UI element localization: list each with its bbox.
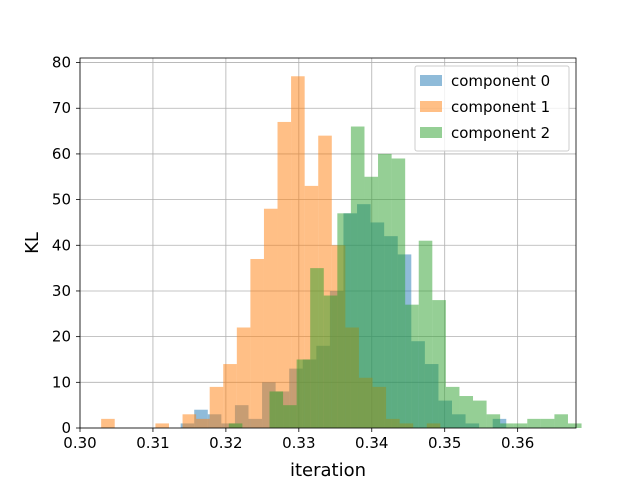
x-axis-ticks: 0.30 0.31 0.32 0.33 0.34 0.35 0.36 — [63, 428, 534, 452]
histogram-bar — [405, 304, 419, 428]
x-tick-label: 0.30 — [63, 434, 96, 452]
histogram-bar — [459, 396, 474, 428]
y-tick-label: 70 — [52, 99, 71, 117]
x-tick-label: 0.33 — [282, 434, 315, 452]
x-tick-label: 0.36 — [501, 434, 534, 452]
y-tick-label: 40 — [52, 236, 71, 254]
bars — [101, 76, 582, 429]
histogram-bar — [364, 176, 379, 428]
histogram-bar — [473, 400, 487, 428]
histogram-bar — [391, 158, 406, 428]
histogram-bar — [228, 423, 243, 428]
x-tick-label: 0.32 — [209, 434, 242, 452]
y-tick-label: 50 — [52, 191, 71, 209]
y-tick-label: 30 — [52, 282, 71, 300]
histogram-bar — [378, 153, 392, 429]
y-axis-label: KL — [22, 232, 43, 254]
histogram-bar — [486, 414, 501, 428]
histogram-bar — [350, 126, 365, 428]
x-tick-label: 0.34 — [355, 434, 388, 452]
histogram-bar — [291, 76, 305, 428]
legend-label: component 1 — [451, 98, 550, 116]
y-tick-label: 20 — [52, 328, 71, 346]
plot-frame — [79, 57, 577, 429]
histogram-bar — [155, 423, 169, 428]
histogram-bar — [500, 423, 514, 428]
y-axis-ticks: 0 10 20 30 40 50 60 70 80 — [52, 54, 80, 437]
histogram-bar — [513, 423, 528, 428]
histogram-bar — [182, 414, 197, 428]
histogram-bar — [296, 359, 311, 428]
legend-swatch — [420, 127, 442, 138]
histogram-bar — [527, 418, 541, 428]
y-tick-label: 0 — [61, 419, 71, 437]
histogram-bar — [269, 391, 284, 428]
histogram-bar — [101, 418, 115, 428]
histogram-bar — [540, 418, 555, 428]
histogram-bar — [445, 386, 460, 428]
series-2 — [228, 126, 582, 429]
histogram-bar — [236, 327, 251, 428]
x-axis-label: iteration — [290, 460, 366, 480]
legend-label: component 2 — [451, 124, 550, 142]
histogram-bar — [337, 213, 351, 428]
histogram-bar — [418, 240, 433, 428]
histogram-bar — [250, 258, 264, 428]
histogram-bar — [554, 414, 568, 428]
histogram-bar — [196, 418, 210, 428]
histogram-bar — [263, 208, 278, 428]
x-tick-label: 0.31 — [136, 434, 169, 452]
legend-swatch — [420, 101, 442, 112]
histogram-bar — [323, 295, 338, 428]
y-tick-label: 10 — [52, 373, 71, 391]
legend-box — [414, 65, 570, 152]
y-tick-label: 80 — [52, 54, 71, 72]
legend-swatch — [420, 75, 442, 86]
histogram-bar — [277, 121, 292, 428]
histogram-bar — [209, 386, 224, 428]
histogram-bar — [283, 405, 297, 428]
y-tick-label: 60 — [52, 145, 71, 163]
histogram-bar — [567, 423, 582, 428]
x-tick-label: 0.35 — [428, 434, 461, 452]
histogram-bar — [223, 364, 237, 428]
legend: component 0 component 1 component 2 — [414, 65, 570, 152]
histogram-bar — [310, 268, 324, 428]
histogram-bar — [432, 300, 446, 428]
legend-label: component 0 — [451, 72, 550, 90]
